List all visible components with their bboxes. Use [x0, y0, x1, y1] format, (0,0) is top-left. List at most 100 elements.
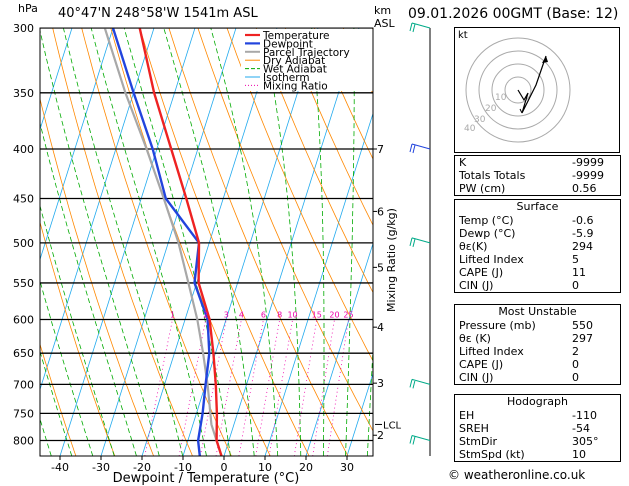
mixing-ratio-line — [238, 319, 264, 456]
wet-adiabat-line — [210, 28, 279, 456]
mixing-ratio-label: 8 — [277, 311, 282, 320]
mixing-ratio-line — [215, 319, 242, 456]
mixing-ratio-line — [255, 319, 281, 456]
mu-theta-row: θε (K) 297 — [459, 332, 593, 345]
mixing-ratio-axis-label: Mixing Ratio (g/kg) — [385, 208, 398, 312]
pressure-tick-label: 750 — [13, 407, 34, 420]
wind-barb — [409, 378, 431, 389]
temperature-tick-label: 0 — [221, 461, 228, 474]
pressure-tick-label: 650 — [13, 347, 34, 360]
surface-cape-row: CAPE (J) 11 — [459, 266, 586, 279]
temperature-tick-label: -30 — [92, 461, 110, 474]
isotherm-line — [40, 28, 73, 131]
hodograph-arrow — [542, 56, 548, 63]
pw-row: PW (cm) 0.56 — [459, 182, 597, 195]
pressure-tick-label: 800 — [13, 435, 34, 448]
mu-cape-row: CAPE (J) 0 — [459, 358, 579, 371]
mixing-ratio-line — [312, 319, 335, 456]
legend-entry: Temperature — [262, 30, 330, 42]
surface-cin-row: CIN (J) 0 — [459, 279, 579, 292]
mixing-ratio-line — [327, 319, 349, 456]
copyright-text[interactable]: © weatheronline.co.uk — [448, 468, 586, 482]
temperature-tick-label: -40 — [51, 461, 69, 474]
mixing-ratio-label: 3 — [224, 311, 229, 320]
temperature-tick-label: 10 — [258, 461, 272, 474]
basic-indices-table: K -9999 Totals Totals -9999 PW (cm) 0.56 — [454, 155, 621, 196]
hodo-ring-label-40: 40 — [464, 124, 476, 134]
mixing-ratio-line — [200, 319, 227, 456]
pressure-tick-label: 350 — [13, 87, 34, 100]
temperature-tick-label: 30 — [340, 461, 354, 474]
wet-adiabat-line — [63, 28, 184, 456]
asl-label: ASL — [374, 17, 395, 30]
wet-adiabat-line — [40, 350, 73, 456]
stmspd-row: StmSpd (kt) 10 — [459, 448, 586, 461]
wet-adiabat-line — [40, 28, 160, 456]
km-tick-label: 2 — [377, 429, 384, 442]
dry-adiabat-line — [40, 342, 77, 456]
wet-adiabat-line — [40, 121, 137, 456]
wet-adiabat-line — [345, 28, 355, 456]
plot-frame — [39, 27, 374, 457]
most-unstable-table: Most Unstable Pressure (mb) 550 θε (K) 297… — [454, 304, 621, 385]
dry-adiabat-line — [40, 97, 154, 456]
pressure-tick-label: 400 — [13, 143, 34, 156]
x-axis-label: Dewpoint / Temperature (°C) — [113, 471, 300, 486]
parcel-trajectory-line — [103, 28, 223, 456]
mu-li-row: Lifted Index 2 — [459, 345, 579, 358]
surface-theta-row: θε(K) 294 — [459, 240, 593, 253]
wet-adiabat-line — [90, 28, 207, 456]
pressure-tick-label: 450 — [13, 193, 34, 206]
legend-entry: Dry Adiabat — [263, 55, 325, 67]
pressure-tick-label: 500 — [13, 237, 34, 250]
sreh-row: SREH -54 — [459, 422, 590, 435]
mu-pressure-row: Pressure (mb) 550 — [459, 319, 593, 332]
temperature-tick-label: -10 — [174, 461, 192, 474]
dry-adiabat-line — [284, 28, 373, 226]
legend-entry: Wet Adiabat — [263, 64, 327, 76]
hodograph-title: Hodograph — [507, 395, 568, 408]
surface-li-row: Lifted Index 5 — [459, 253, 579, 266]
wet-adiabat-line — [311, 28, 325, 456]
totals-row: Totals Totals -9999 — [459, 169, 604, 182]
dry-adiabat-line — [52, 28, 193, 456]
storm-motion-marker — [519, 108, 523, 114]
pressure-tick-label: 700 — [13, 378, 34, 391]
surface-dewp-row: Dewp (°C) -5.9 — [459, 227, 594, 240]
km-label: km — [374, 4, 392, 17]
wet-adiabat-line — [262, 28, 302, 456]
legend-entry: Isotherm — [263, 72, 310, 84]
dry-adiabat-line — [139, 28, 310, 456]
temperature-tick-label: 20 — [299, 461, 313, 474]
surface-temp-row: Temp (°C) -0.6 — [459, 214, 594, 227]
legend-entry: Mixing Ratio — [263, 80, 328, 92]
mixing-ratio-line — [178, 319, 207, 456]
mixing-ratio-label: 25 — [343, 311, 353, 320]
hodo-ring-20 — [491, 63, 545, 117]
surface-table: Surface Temp (°C) -0.6 Dewp (°C) -5.9 θε(K… — [454, 199, 621, 293]
location-title: 40°47'N 248°58'W 1541m ASL — [58, 6, 258, 21]
wet-adiabat-line — [40, 204, 115, 456]
hodograph-panel: kt 10 20 30 40 — [454, 27, 620, 153]
pressure-tick-label: 300 — [13, 22, 34, 35]
km-tick-label: 3 — [377, 377, 384, 390]
km-tick-label: 6 — [377, 205, 384, 218]
mu-cin-row: CIN (J) 0 — [459, 371, 579, 384]
pressure-tick-label: 550 — [13, 277, 34, 290]
mixing-ratio-label: 4 — [239, 311, 244, 320]
hodo-ring-label-20: 20 — [485, 104, 497, 114]
datetime-title: 09.01.2026 00GMT (Base: 12) — [408, 6, 619, 22]
legend-entry: Parcel Trajectory — [263, 47, 350, 59]
wind-barb — [409, 22, 431, 33]
eh-row: EH -110 — [459, 409, 597, 422]
most-unstable-title: Most Unstable — [498, 305, 577, 318]
dry-adiabat-line — [255, 28, 373, 294]
km-tick-label: 7 — [377, 143, 384, 156]
wind-barb — [409, 237, 431, 247]
km-tick-label: 5 — [377, 261, 384, 274]
dry-adiabat-line — [40, 220, 116, 456]
hodograph-indices-table: Hodograph EH -110 SREH -54 StmDir 305° StmS… — [454, 394, 621, 462]
k-index-row: K -9999 — [459, 156, 604, 169]
mixing-ratio-label: 20 — [329, 311, 339, 320]
